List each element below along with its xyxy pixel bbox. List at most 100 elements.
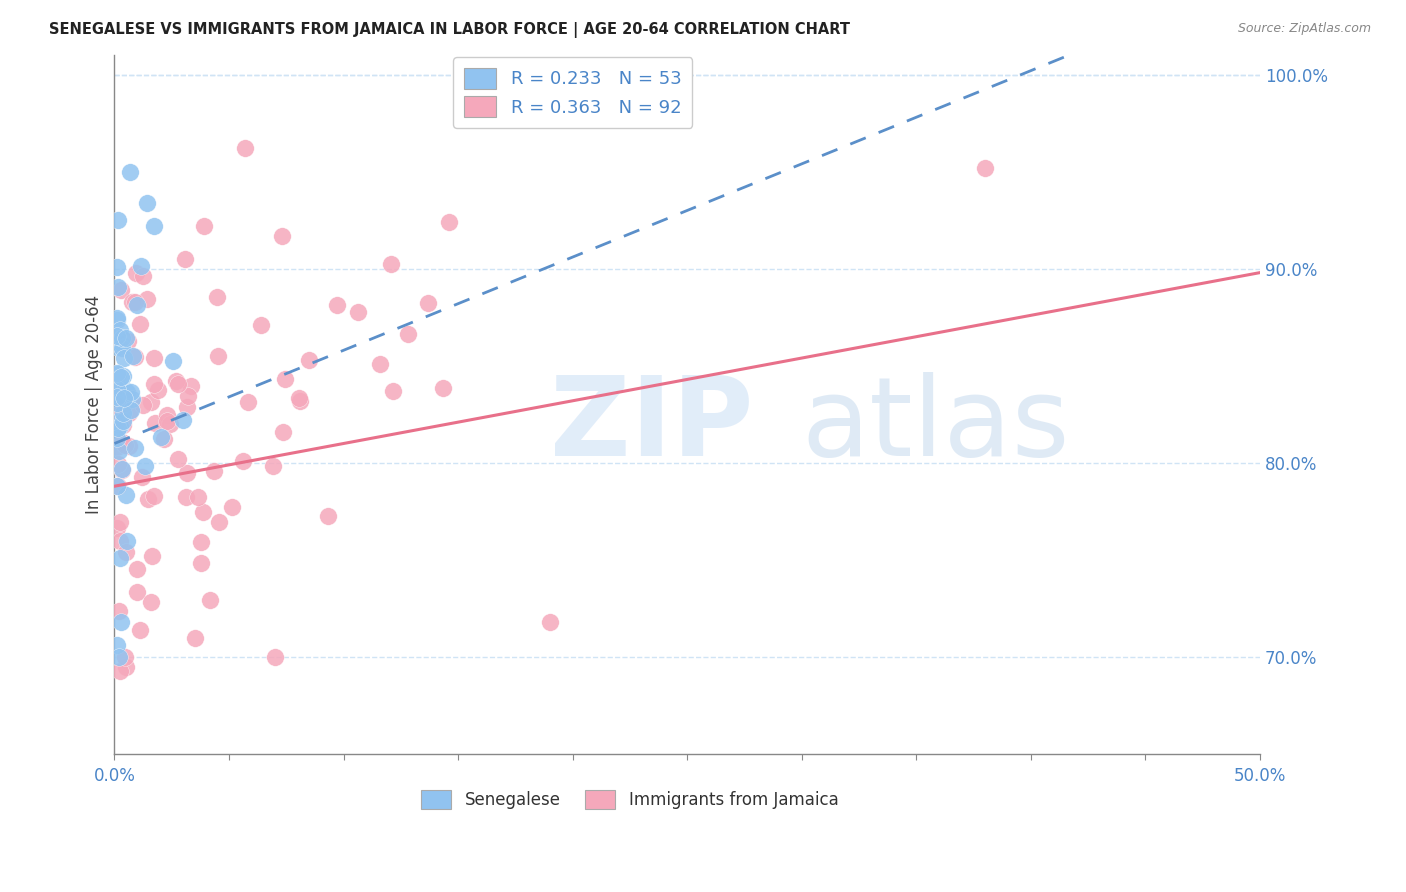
Point [110, 369, 132, 384]
Point [155, 408, 177, 422]
Point [198, 593, 221, 607]
Point [176, 466, 198, 480]
Point [115, 660, 138, 674]
Point [105, 390, 128, 404]
Point [111, 417, 134, 432]
Point [141, 549, 163, 563]
Point [318, 509, 340, 524]
Point [136, 292, 159, 306]
Point [538, 615, 561, 629]
Point [107, 280, 129, 294]
Point [110, 386, 132, 401]
Point [249, 318, 271, 332]
Point [974, 161, 997, 175]
Point [110, 418, 132, 433]
Legend: Senegalese, Immigrants from Jamaica: Senegalese, Immigrants from Jamaica [415, 783, 845, 816]
Point [139, 595, 162, 609]
Point [105, 408, 128, 422]
Point [183, 631, 205, 645]
Point [108, 551, 131, 566]
Point [105, 521, 128, 535]
Point [143, 351, 166, 365]
Point [111, 462, 134, 476]
Point [105, 310, 128, 325]
Point [202, 464, 225, 478]
Point [139, 395, 162, 409]
Point [190, 557, 212, 571]
Point [167, 376, 190, 391]
Point [127, 298, 149, 312]
Point [105, 396, 128, 410]
Point [153, 432, 176, 446]
Point [121, 392, 143, 407]
Point [108, 444, 131, 458]
Point [190, 535, 212, 549]
Point [111, 435, 134, 450]
Point [107, 367, 129, 381]
Point [114, 545, 136, 559]
Point [236, 395, 259, 409]
Point [382, 384, 405, 398]
Point [416, 296, 439, 310]
Point [205, 290, 228, 304]
Point [396, 327, 419, 342]
Point [107, 479, 129, 493]
Point [118, 406, 141, 420]
Point [120, 385, 142, 400]
Point [121, 295, 143, 310]
Point [180, 379, 202, 393]
Point [105, 639, 128, 653]
Point [107, 212, 129, 227]
Point [174, 252, 197, 266]
Point [136, 492, 159, 507]
Point [111, 368, 134, 383]
Point [110, 283, 132, 297]
Point [105, 366, 128, 380]
Point [132, 398, 155, 412]
Point [232, 453, 254, 467]
Point [347, 304, 370, 318]
Point [107, 458, 129, 472]
Point [271, 425, 294, 439]
Point [108, 664, 131, 678]
Point [114, 650, 136, 665]
Point [105, 382, 128, 396]
Point [176, 400, 198, 414]
Point [115, 385, 138, 400]
Point [114, 351, 136, 365]
Point [159, 417, 181, 431]
Point [105, 440, 128, 454]
Point [149, 430, 172, 444]
Point [108, 516, 131, 530]
Point [263, 650, 285, 665]
Point [326, 298, 349, 312]
Point [105, 432, 128, 446]
Point [118, 438, 141, 452]
Point [162, 354, 184, 368]
Point [187, 490, 209, 504]
Point [288, 394, 311, 409]
Point [134, 459, 156, 474]
Point [105, 260, 128, 274]
Point [108, 323, 131, 337]
Point [120, 164, 142, 178]
Point [221, 500, 243, 514]
Point [125, 267, 148, 281]
Point [193, 219, 215, 233]
Point [132, 269, 155, 284]
Point [108, 533, 131, 548]
Point [111, 463, 134, 477]
Text: ZIP: ZIP [550, 372, 754, 479]
Point [114, 396, 136, 410]
Point [262, 458, 284, 473]
Point [439, 215, 461, 229]
Point [105, 340, 128, 354]
Point [432, 381, 454, 395]
Point [131, 470, 153, 484]
Point [124, 295, 146, 310]
Point [135, 196, 157, 211]
Point [207, 349, 229, 363]
Point [143, 219, 166, 233]
Point [120, 403, 142, 417]
Point [105, 479, 128, 493]
